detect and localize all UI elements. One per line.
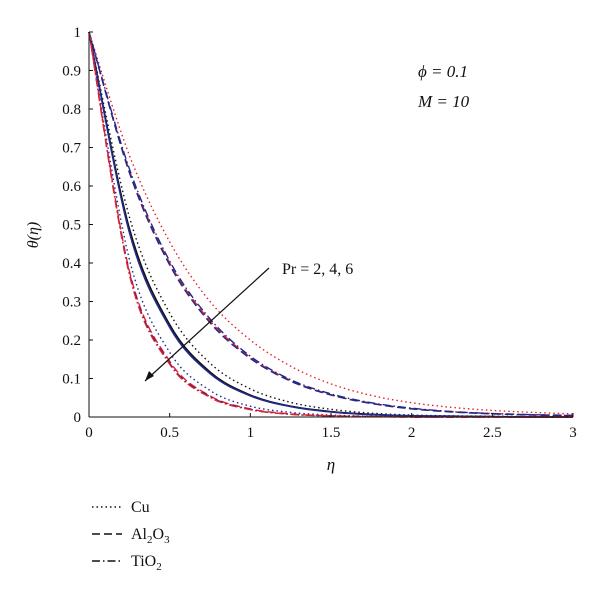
pr-arrow	[144, 267, 270, 382]
axes	[88, 31, 574, 418]
y-tick-label: 0.8	[62, 102, 81, 118]
legend-item-cu: Cu	[92, 499, 150, 516]
series-line-al2o3-pr2-1	[88, 31, 574, 417]
y-tick-label: 0.1	[62, 372, 81, 388]
series-line-tio2-pr6-7	[88, 31, 573, 418]
series-line-cu-pr6-10	[88, 31, 573, 418]
y-axis-label: θ(η)	[25, 222, 42, 248]
series-line-al2o3-pr4-6	[88, 31, 574, 418]
x-tick-label: 2.5	[483, 425, 502, 441]
tick-labels: 0 0.5 1 1.5 2 2.5 3 0 0.1 0.2 0.3 0.4 0.5 0.6 0.7 0.8 0.…	[62, 25, 577, 441]
curves	[88, 31, 574, 418]
series-line-al2o3-pr4-5	[88, 31, 574, 418]
series-line-cu-pr2-0	[88, 31, 574, 415]
x-tick-label: 2	[408, 425, 416, 441]
x-tick-label: 0	[85, 425, 93, 441]
y-tick-label: 0.2	[62, 333, 81, 349]
x-tick-label: 1.5	[322, 425, 341, 441]
annotation-phi: ϕ = 0.1	[418, 62, 468, 81]
series-line-tio2-pr2-3	[88, 31, 574, 417]
legend-item-al2o3: Al2O3	[92, 526, 170, 546]
legend: Cu Al2O3 TiO2	[92, 499, 170, 573]
legend-label-cu: Cu	[131, 499, 150, 516]
y-tick-label: 0.4	[62, 256, 81, 272]
series-line-al2o3-pr6-8	[88, 31, 573, 418]
legend-item-tio2: TiO2	[92, 553, 162, 573]
series-line-tio2-pr6-9	[88, 31, 573, 418]
y-tick-label: 1	[74, 25, 82, 41]
series-line-al2o3-pr2-2	[88, 31, 574, 417]
x-tick-label: 1	[247, 425, 255, 441]
x-axis-label: η	[327, 455, 335, 474]
annotation-m: M = 10	[417, 92, 470, 111]
x-tick-label: 0.5	[160, 425, 179, 441]
legend-label-tio2: TiO2	[131, 553, 162, 573]
legend-label-al2o3: Al2O3	[131, 526, 170, 546]
annotation-pr: Pr = 2, 4, 6	[282, 261, 353, 278]
y-tick-label: 0.6	[62, 179, 81, 195]
x-tick-label: 3	[569, 425, 577, 441]
y-tick-label: 0	[74, 410, 82, 426]
y-tick-label: 0.3	[62, 295, 81, 311]
y-tick-label: 0.5	[62, 218, 81, 234]
y-tick-label: 0.9	[62, 64, 81, 80]
series-line-cu-pr4-4	[88, 31, 574, 418]
y-tick-label: 0.7	[62, 141, 81, 157]
